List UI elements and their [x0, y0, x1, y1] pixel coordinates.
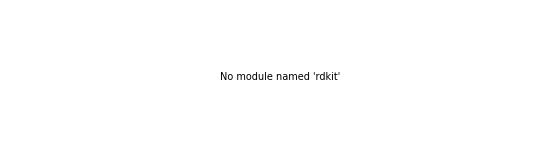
Text: No module named 'rdkit': No module named 'rdkit': [220, 72, 340, 82]
